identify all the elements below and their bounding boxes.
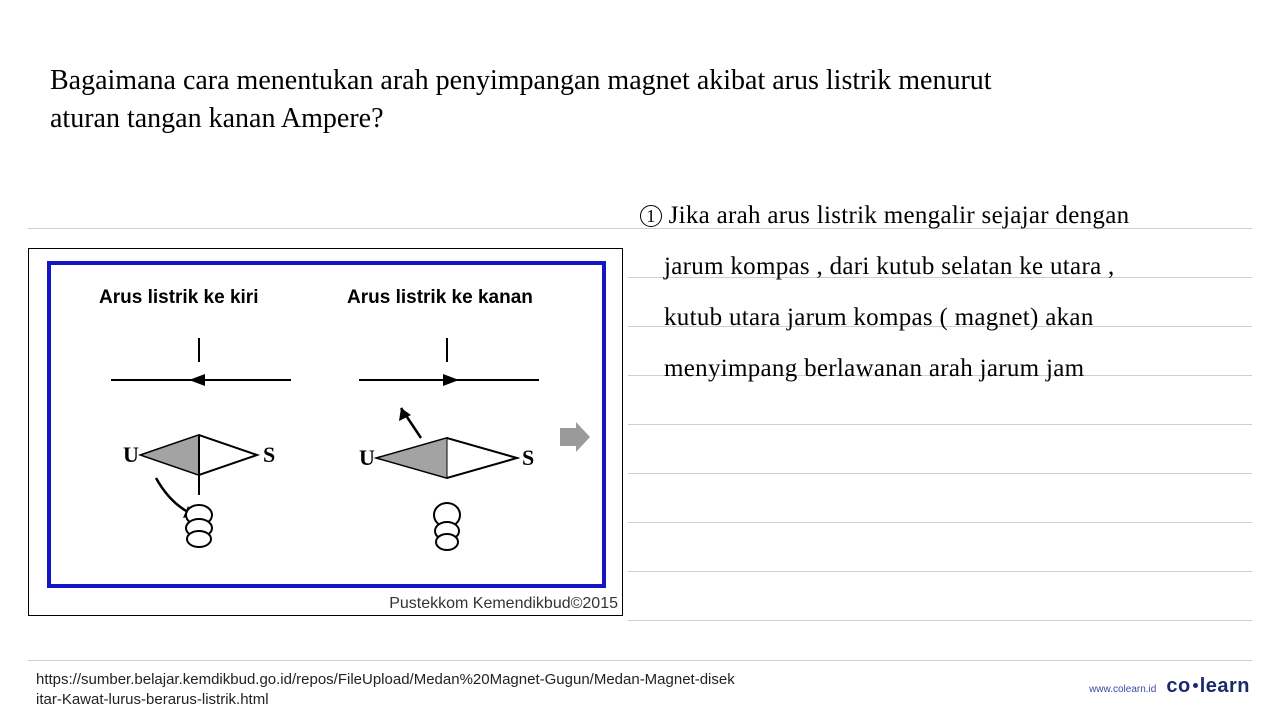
question-text: Bagaimana cara menentukan arah penyimpan… [50, 62, 1050, 138]
diagram-frame: Arus listrik ke kiri Arus listrik ke kan… [28, 248, 623, 616]
next-arrow-icon[interactable] [558, 420, 592, 454]
brand-footer: www.colearn.id colearn [1089, 675, 1250, 698]
right-panel-title: Arus listrik ke kanan [347, 287, 533, 309]
hw-line-1: Jika arah arus listrik mengalir sejajar … [669, 202, 1130, 229]
hw-line-4: menyimpang berlawanan arah jarum jam [640, 355, 1084, 382]
right-diagram: U S [319, 320, 559, 580]
footer-url: https://sumber.belajar.kemdikbud.go.id/r… [36, 670, 736, 709]
hw-line-3: kutub utara jarum kompas ( magnet) akan [640, 304, 1094, 331]
svg-text:S: S [263, 442, 275, 467]
brand-site: www.colearn.id [1089, 684, 1156, 695]
brand-logo: colearn [1166, 675, 1250, 698]
bullet-number: 1 [640, 205, 662, 227]
left-diagram: U S [71, 320, 311, 580]
left-panel-title: Arus listrik ke kiri [99, 287, 258, 309]
diagram-caption: Pustekkom Kemendikbud©2015 [389, 595, 618, 613]
svg-text:S: S [522, 445, 534, 470]
brand-left: co [1166, 675, 1190, 697]
divider-footer [28, 660, 1252, 661]
brand-dot-icon [1193, 683, 1198, 688]
diagram-inner-border: Arus listrik ke kiri Arus listrik ke kan… [47, 261, 606, 588]
hw-line-2: jarum kompas , dari kutub selatan ke uta… [640, 253, 1115, 280]
handwritten-answer: 1 Jika arah arus listrik mengalir sejaja… [640, 190, 1252, 394]
svg-text:U: U [123, 442, 139, 467]
svg-text:U: U [359, 445, 375, 470]
brand-right: learn [1200, 675, 1250, 697]
